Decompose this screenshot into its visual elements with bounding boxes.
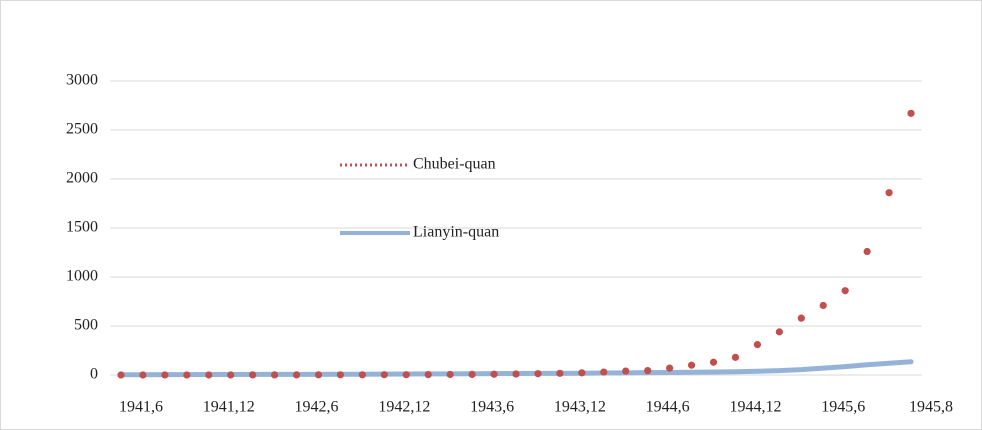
legend-label: Lianyin-quan [413,224,499,241]
data-point [534,370,542,378]
x-tick-label: 1942,12 [378,399,430,416]
data-point [358,371,366,379]
x-tick-label: 1944,12 [729,399,781,416]
x-tick-label: 1941,12 [203,399,255,416]
y-tick-label: 2000 [66,170,98,187]
data-point [687,361,696,369]
y-tick-label: 1500 [66,219,98,236]
data-point [292,371,301,379]
data-point [183,371,191,379]
data-point [424,371,432,379]
data-point [556,369,564,377]
y-tick-label: 2500 [66,121,98,138]
data-point [205,371,213,379]
y-tick-label: 1000 [66,268,98,285]
data-point [314,371,323,379]
data-point [161,371,169,379]
data-point [841,287,849,295]
data-point [380,371,388,379]
x-tick-label: 1945,8 [909,399,953,416]
data-point [731,353,740,361]
data-point [270,371,279,379]
data-point [117,371,125,379]
data-point [446,370,454,379]
x-tick-label: 1943,12 [554,399,606,416]
x-tick-label: 1944,6 [646,399,690,416]
data-point [753,341,762,349]
data-point [885,189,893,197]
data-point [600,368,608,376]
data-point [863,247,871,256]
data-point [666,364,674,372]
x-tick-label: 1942,6 [295,399,339,416]
x-tick-label: 1941,6 [119,399,163,416]
x-tick-label: 1945,6 [821,399,865,416]
data-point [775,328,783,336]
data-point [336,371,345,379]
y-tick-label: 0 [90,366,98,383]
data-point [249,371,257,379]
data-point [468,370,476,379]
data-point [512,370,520,378]
y-tick-label: 500 [74,317,98,334]
data-point [578,369,586,377]
data-point [402,371,410,379]
data-point [622,367,630,375]
data-point [797,314,805,322]
x-tick-label: 1943,6 [470,399,514,416]
data-point [819,301,827,310]
data-point [907,109,915,117]
data-point [490,370,498,378]
y-tick-label: 3000 [66,72,98,89]
data-point [709,358,718,366]
legend-label: Chubei-quan [413,156,496,173]
data-point [644,366,652,375]
data-point [139,371,147,379]
data-point [227,371,235,379]
